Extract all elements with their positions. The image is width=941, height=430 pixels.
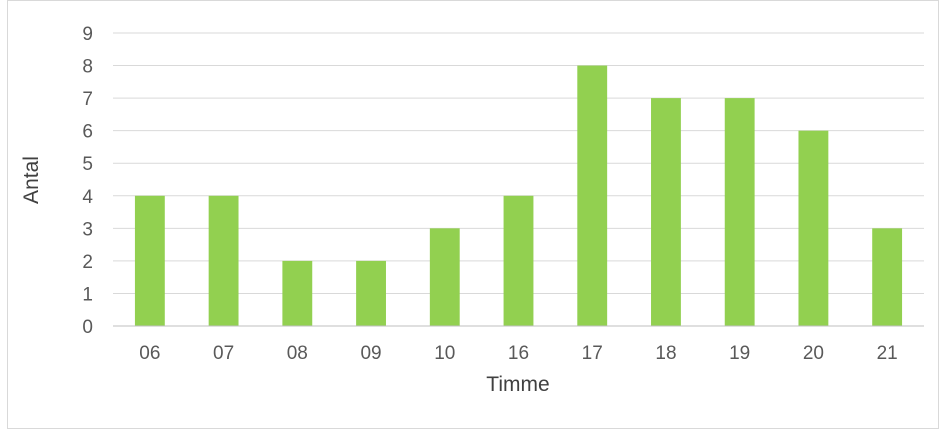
bar-07 [208, 195, 239, 326]
x-tick-label: 09 [360, 343, 381, 364]
bar-21 [872, 228, 903, 326]
y-tick-label: 8 [82, 57, 93, 78]
bar-08 [282, 260, 313, 326]
x-tick-labels: 06 07 08 09 10 16 17 18 19 20 21 [139, 343, 897, 364]
x-tick-label: 16 [508, 343, 529, 364]
y-tick-label: 6 [82, 122, 93, 143]
bar-20 [798, 130, 829, 326]
x-tick-label: 06 [139, 343, 160, 364]
x-tick-label: 17 [582, 343, 603, 364]
x-axis-title: Timme [486, 373, 549, 396]
x-tick-label: 10 [434, 343, 455, 364]
y-tick-label: 2 [82, 252, 93, 273]
bar-18 [651, 98, 681, 326]
y-tick-label: 9 [82, 24, 93, 45]
x-tick-label: 21 [877, 343, 898, 364]
bars [134, 65, 903, 327]
x-tick-label: 19 [729, 343, 750, 364]
gridlines [113, 32, 924, 294]
y-tick-label: 0 [82, 317, 93, 338]
y-tick-label: 5 [82, 154, 93, 175]
bar-19 [724, 98, 755, 326]
y-axis-title: Antal [20, 156, 43, 204]
bar-09 [356, 260, 386, 326]
y-tick-labels: 0 1 2 3 4 5 6 7 8 9 [82, 24, 93, 338]
y-tick-label: 7 [82, 89, 93, 110]
y-tick-label: 1 [82, 284, 93, 305]
y-tick-label: 4 [82, 187, 93, 208]
bar-16 [503, 195, 534, 326]
bar-17 [577, 65, 608, 327]
bar-06 [134, 195, 165, 326]
bar-10 [429, 228, 460, 326]
x-tick-label: 08 [287, 343, 308, 364]
x-tick-label: 07 [213, 343, 234, 364]
y-tick-label: 3 [82, 219, 93, 240]
x-tick-label: 20 [803, 343, 824, 364]
x-tick-label: 18 [655, 343, 676, 364]
